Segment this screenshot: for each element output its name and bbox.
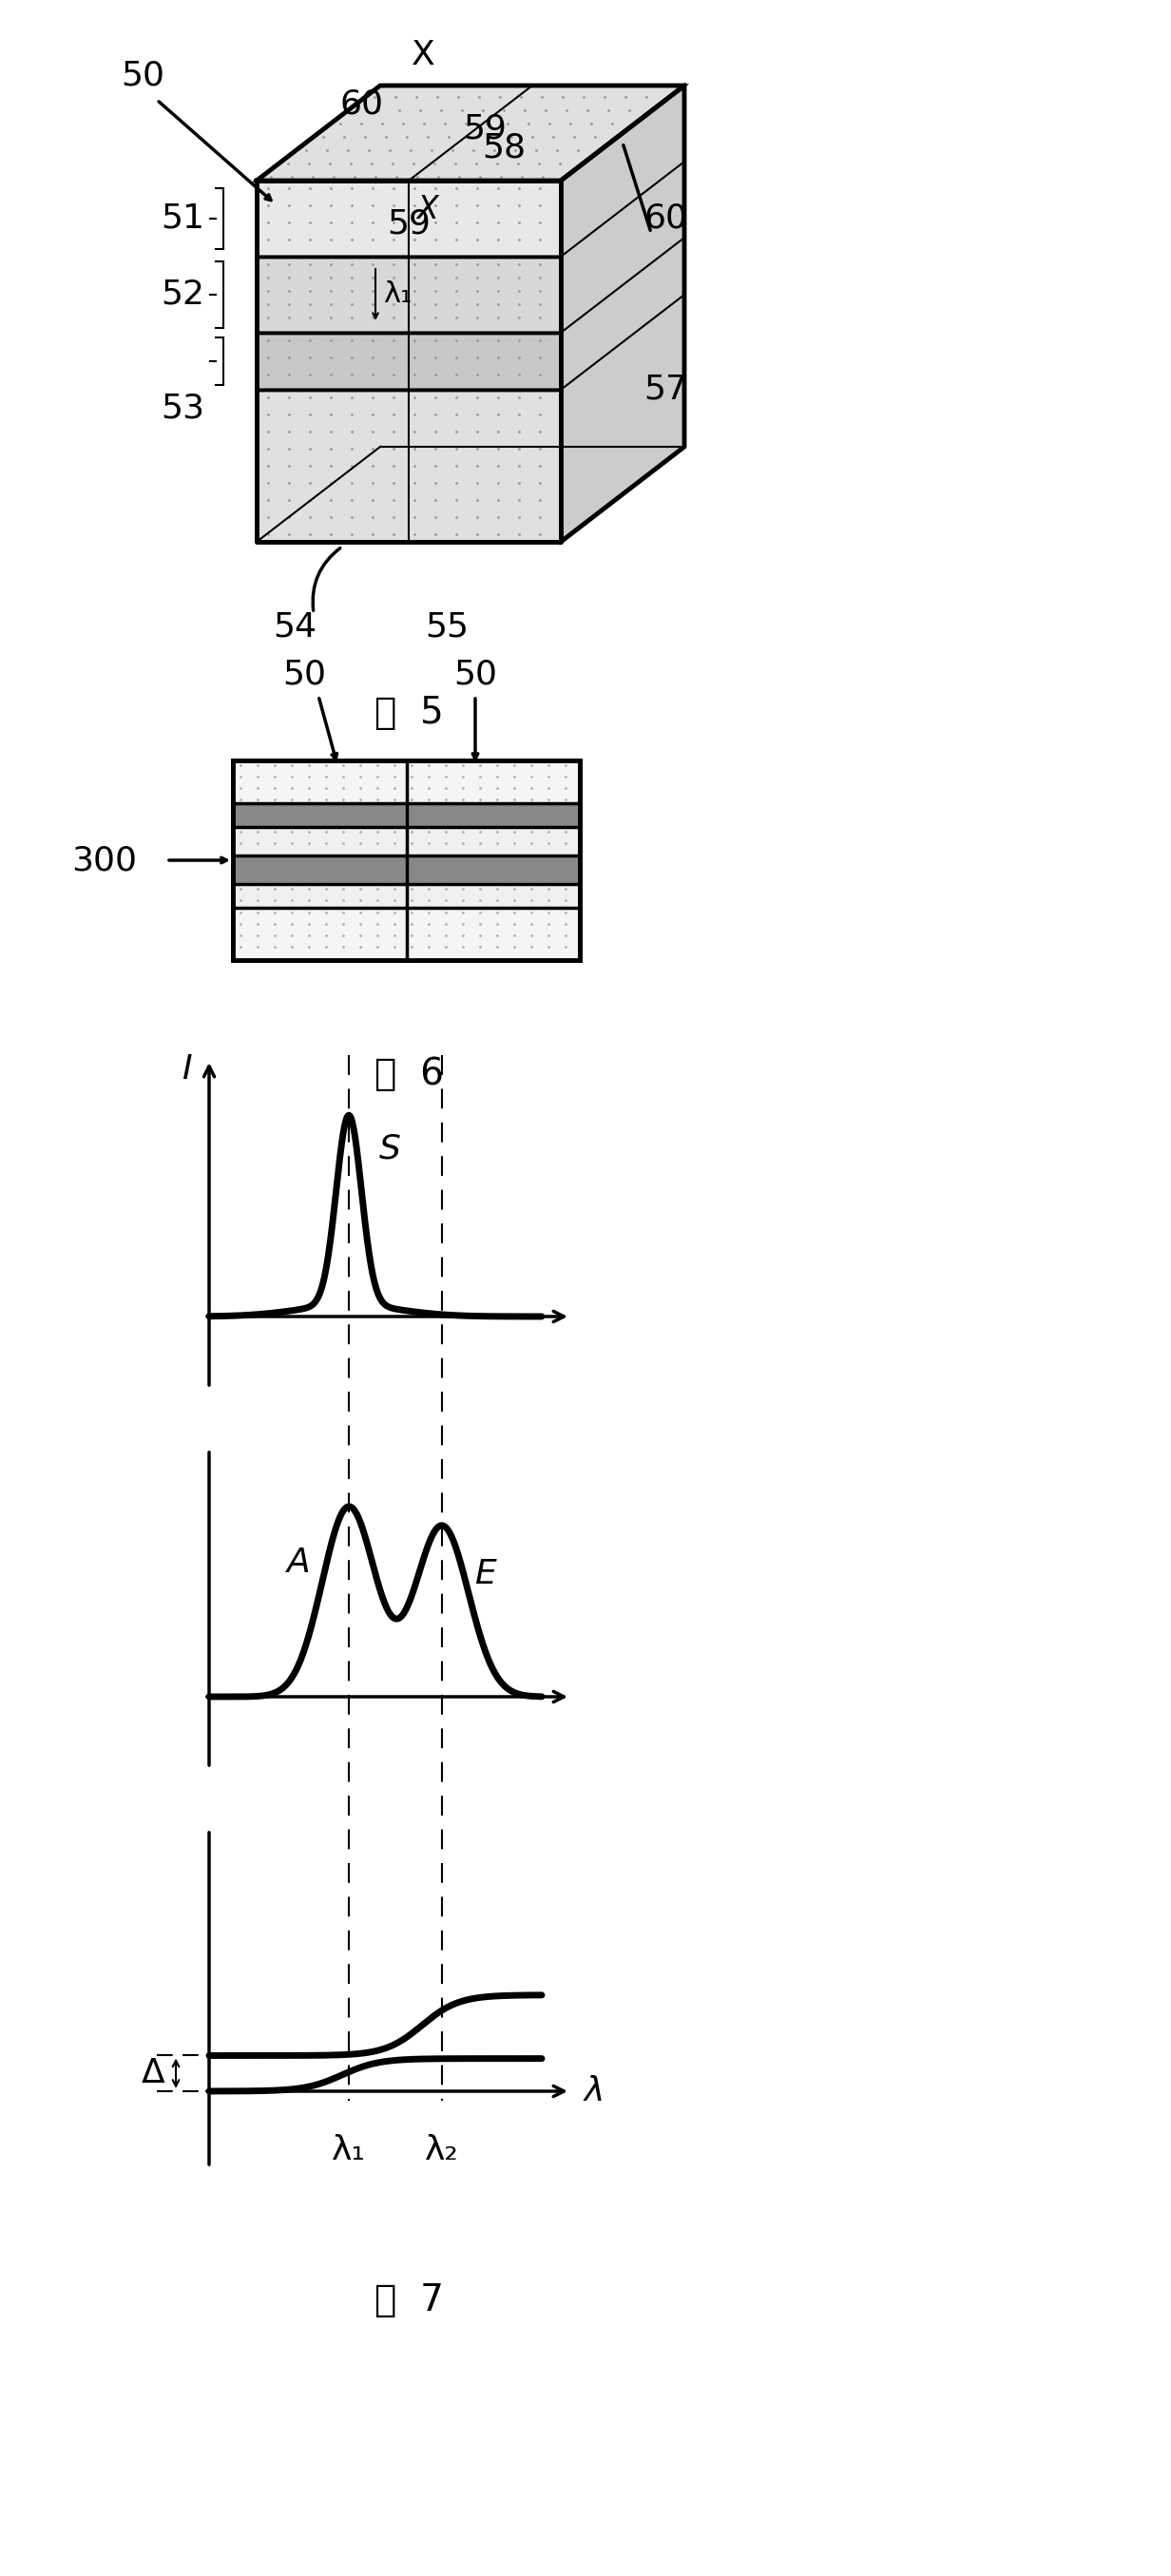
Text: 60: 60 — [340, 88, 383, 121]
Text: X: X — [411, 39, 434, 72]
Polygon shape — [234, 855, 578, 884]
Text: 59: 59 — [386, 206, 431, 240]
Text: A: A — [287, 1546, 310, 1579]
Text: 55: 55 — [425, 611, 468, 644]
Polygon shape — [234, 760, 578, 804]
Polygon shape — [256, 180, 561, 258]
Text: 图  5: 图 5 — [375, 696, 444, 732]
Text: X: X — [417, 193, 439, 224]
Polygon shape — [561, 85, 684, 541]
Polygon shape — [234, 804, 578, 827]
Text: 58: 58 — [481, 131, 526, 162]
Text: λ₁: λ₁ — [331, 2133, 365, 2166]
Text: λ₁: λ₁ — [383, 281, 412, 309]
Text: 60: 60 — [644, 204, 687, 234]
Text: E: E — [474, 1558, 497, 1589]
Text: λ₂: λ₂ — [425, 2133, 459, 2166]
Text: 52: 52 — [160, 278, 205, 312]
Polygon shape — [233, 760, 580, 961]
Polygon shape — [234, 907, 578, 961]
Text: 54: 54 — [273, 611, 316, 644]
Polygon shape — [256, 389, 561, 541]
Text: λ: λ — [584, 2076, 605, 2107]
Text: 53: 53 — [160, 392, 205, 425]
Text: 59: 59 — [463, 113, 507, 144]
Text: 50: 50 — [121, 59, 164, 93]
Polygon shape — [256, 332, 561, 389]
Text: I: I — [182, 1054, 192, 1084]
Text: Δ: Δ — [141, 2058, 164, 2089]
Text: 300: 300 — [71, 845, 137, 876]
Text: 57: 57 — [644, 374, 687, 407]
Text: 50: 50 — [453, 659, 498, 690]
Polygon shape — [234, 884, 578, 907]
Text: 51: 51 — [160, 204, 205, 234]
Text: S: S — [378, 1133, 400, 1164]
Text: 图  6: 图 6 — [374, 1056, 444, 1092]
Text: 50: 50 — [282, 659, 326, 690]
Text: 图  7: 图 7 — [374, 2282, 444, 2318]
Polygon shape — [256, 85, 684, 180]
Polygon shape — [256, 258, 561, 332]
Polygon shape — [234, 827, 578, 855]
